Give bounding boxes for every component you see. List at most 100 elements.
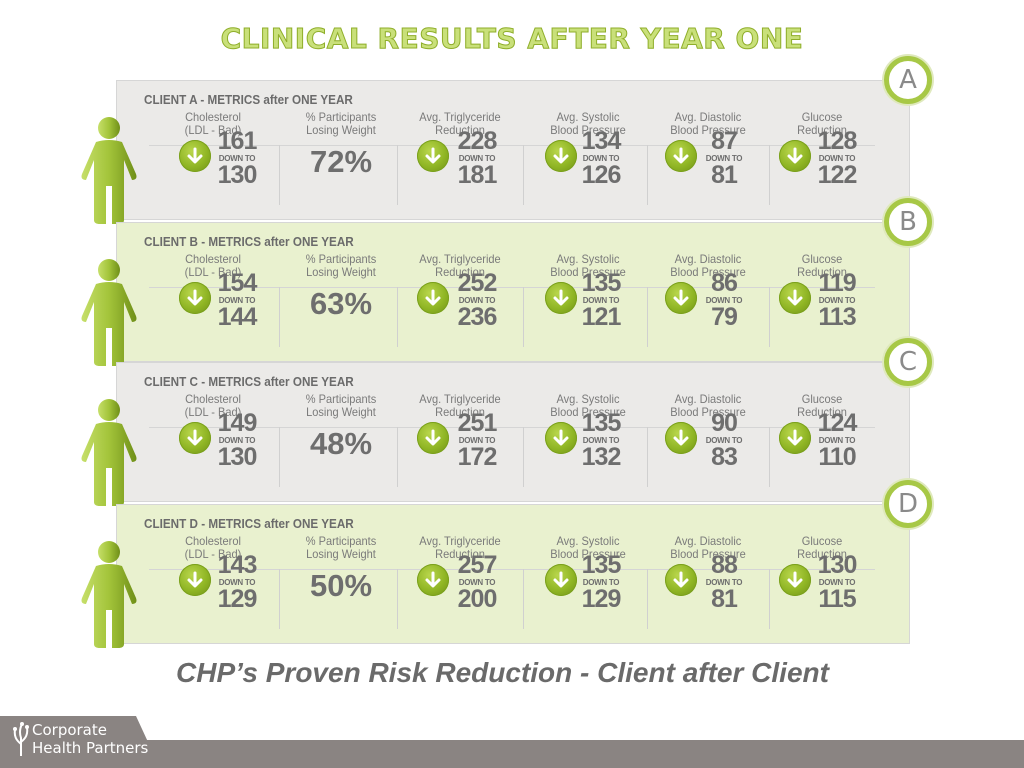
client-panel-d: CLIENT D - METRICS after ONE YEAR Cholest… <box>116 504 910 644</box>
logo-line-1: Corporate <box>32 721 107 739</box>
divider <box>523 145 524 205</box>
down-to-label: DOWN TO <box>218 154 256 163</box>
divider <box>149 287 875 288</box>
client-title: CLIENT A - METRICS after ONE YEAR <box>144 92 353 107</box>
value-before: 135 <box>581 269 622 297</box>
value-after: 200 <box>457 585 498 613</box>
value-after: 129 <box>217 585 258 613</box>
divider <box>397 145 398 205</box>
metric-header: % Participants Losing Weight <box>305 392 377 419</box>
value-before: 130 <box>817 551 858 579</box>
value-before: 134 <box>581 127 622 155</box>
metric-diastolic: Avg. Diastolic Blood Pressure <box>649 535 767 639</box>
down-arrow-icon <box>545 282 577 314</box>
weight-percent: 72% <box>309 144 373 179</box>
value-before: 86 <box>711 269 738 297</box>
metric-triglyceride: Avg. Triglyceride Reduction <box>401 535 519 639</box>
metric-weight: % Participants Losing Weight <box>281 393 401 497</box>
value-before: 119 <box>818 269 856 297</box>
down-arrow-icon <box>779 140 811 172</box>
value-before: 128 <box>817 127 858 155</box>
metric-triglyceride: Avg. Triglyceride Reduction <box>401 253 519 357</box>
divider <box>647 427 648 487</box>
weight-percent: 50% <box>309 568 373 603</box>
divider <box>647 287 648 347</box>
metric-header: Avg. Systolic Blood Pressure <box>550 252 626 279</box>
value-after: 83 <box>711 443 738 471</box>
metric-header: Avg. Diastolic Blood Pressure <box>670 534 746 561</box>
metric-diastolic: Avg. Diastolic Blood Pressure <box>649 393 767 497</box>
metric-triglyceride: Avg. Triglyceride Reduction <box>401 111 519 215</box>
client-title: CLIENT B - METRICS after ONE YEAR <box>144 234 354 249</box>
metric-systolic: Avg. Systolic Blood Pressure <box>529 253 647 357</box>
divider <box>523 427 524 487</box>
metric-weight: % Participants Losing Weight <box>281 111 401 215</box>
value-before: 90 <box>711 409 738 437</box>
down-arrow-icon <box>179 140 211 172</box>
logo-line-2: Health Partners <box>32 739 149 757</box>
down-to-label: DOWN TO <box>218 436 256 445</box>
down-to-label: DOWN TO <box>818 578 856 587</box>
metric-weight: % Participants Losing Weight <box>281 253 401 357</box>
down-arrow-icon <box>417 422 449 454</box>
metric-glucose: Glucose Reduction <box>763 253 881 357</box>
page-title: CLINICAL RESULTS AFTER YEAR ONE <box>220 22 804 56</box>
metric-header: % Participants Losing Weight <box>305 252 377 279</box>
weight-percent: 63% <box>309 286 373 321</box>
down-to-label: DOWN TO <box>705 296 743 305</box>
metric-header: Avg. Systolic Blood Pressure <box>550 392 626 419</box>
metric-header: Avg. Systolic Blood Pressure <box>550 110 626 137</box>
metric-header: % Participants Losing Weight <box>305 110 377 137</box>
down-to-label: DOWN TO <box>705 578 743 587</box>
value-before: 257 <box>457 551 498 579</box>
metric-header: Avg. Diastolic Blood Pressure <box>670 392 746 419</box>
metric-header: Avg. Triglyceride Reduction <box>419 110 501 137</box>
value-after: 130 <box>217 161 258 189</box>
metric-header: Glucose Reduction <box>797 534 847 561</box>
down-to-label: DOWN TO <box>582 436 620 445</box>
metric-systolic: Avg. Systolic Blood Pressure <box>529 393 647 497</box>
down-arrow-icon <box>179 422 211 454</box>
client-panel-c: CLIENT C - METRICS after ONE YEAR Cholest… <box>116 362 910 502</box>
value-after: 172 <box>457 443 498 471</box>
metric-cholesterol: Cholesterol (LDL - Bad) <box>149 111 277 215</box>
metric-header: Avg. Diastolic Blood Pressure <box>670 110 746 137</box>
value-after: 121 <box>581 303 622 331</box>
down-to-label: DOWN TO <box>458 154 496 163</box>
metric-header: Cholesterol (LDL - Bad) <box>184 392 242 419</box>
metric-header: Glucose Reduction <box>797 252 847 279</box>
divider <box>397 427 398 487</box>
down-to-label: DOWN TO <box>582 154 620 163</box>
divider <box>279 569 280 629</box>
value-after: 81 <box>711 585 738 613</box>
client-title: CLIENT D - METRICS after ONE YEAR <box>144 516 354 531</box>
down-arrow-icon <box>665 282 697 314</box>
client-panel-b: CLIENT B - METRICS after ONE YEAR Cholest… <box>116 222 910 362</box>
value-after: 81 <box>711 161 738 189</box>
value-before: 149 <box>217 409 258 437</box>
value-before: 135 <box>581 551 622 579</box>
metric-cholesterol: Cholesterol (LDL - Bad) <box>149 253 277 357</box>
down-to-label: DOWN TO <box>818 296 856 305</box>
metric-header: Avg. Diastolic Blood Pressure <box>670 252 746 279</box>
value-after: 126 <box>581 161 622 189</box>
down-arrow-icon <box>545 140 577 172</box>
value-after: 115 <box>818 585 856 613</box>
metric-header: Glucose Reduction <box>797 392 847 419</box>
metric-header: Cholesterol (LDL - Bad) <box>184 252 242 279</box>
value-before: 143 <box>217 551 258 579</box>
value-before: 252 <box>457 269 498 297</box>
person-icon <box>78 258 140 366</box>
metric-glucose: Glucose Reduction <box>763 111 881 215</box>
divider <box>279 287 280 347</box>
metric-glucose: Glucose Reduction <box>763 393 881 497</box>
divider <box>769 569 770 629</box>
metric-header: Glucose Reduction <box>797 110 847 137</box>
divider <box>647 145 648 205</box>
value-before: 88 <box>711 551 738 579</box>
divider <box>149 569 875 570</box>
divider <box>769 427 770 487</box>
person-icon <box>78 540 140 648</box>
metric-header: Avg. Triglyceride Reduction <box>419 534 501 561</box>
down-to-label: DOWN TO <box>582 296 620 305</box>
